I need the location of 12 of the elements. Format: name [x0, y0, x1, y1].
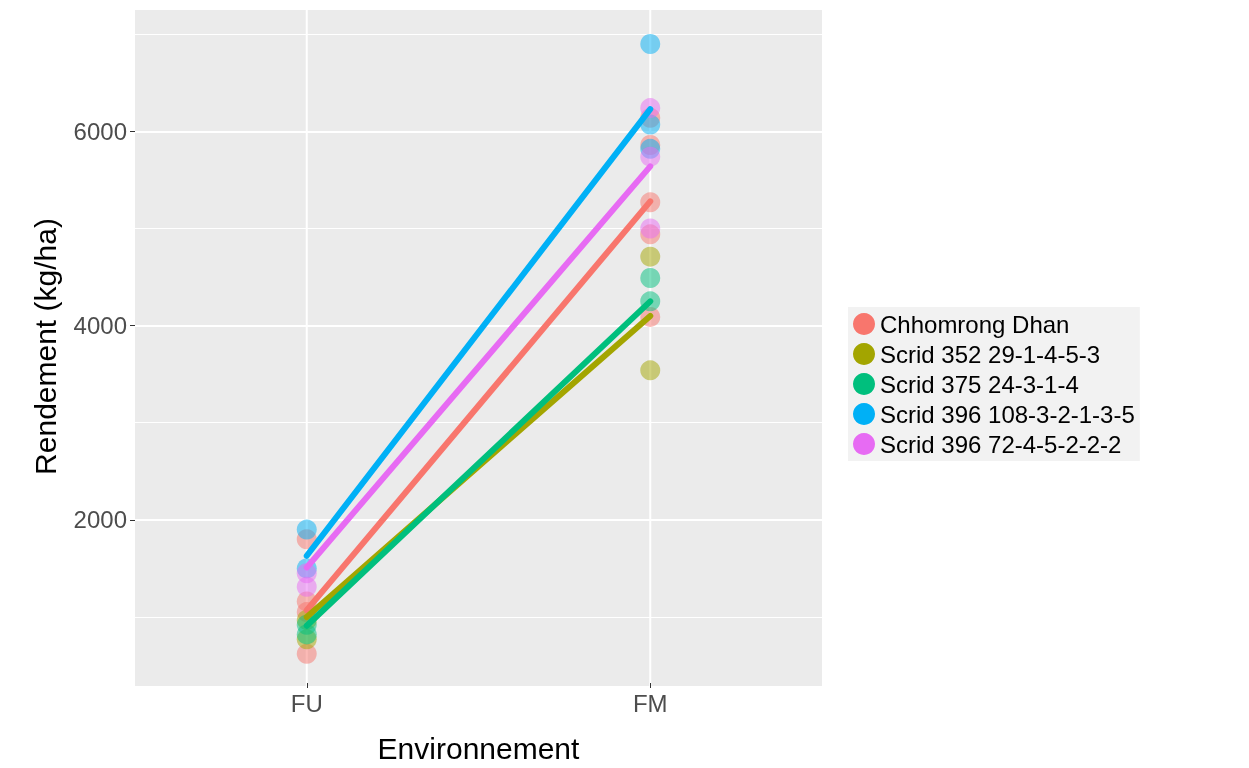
x-tick-label: FM — [632, 689, 668, 717]
y-axis-title: Rendement (kg/ha) — [28, 218, 62, 475]
legend-label: Chhomrong Dhan — [880, 310, 1070, 338]
y-tick-label: 4000 — [73, 312, 127, 340]
y-tick-label: 2000 — [73, 506, 127, 534]
legend-label: Scrid 396 72-4-5-2-2-2 — [880, 430, 1122, 458]
x-tick-label: FU — [290, 689, 323, 717]
legend-label: Scrid 375 24-3-1-4 — [880, 370, 1079, 398]
y-tick-label: 6000 — [73, 117, 127, 145]
legend-label: Scrid 352 29-1-4-5-3 — [880, 340, 1101, 368]
x-axis-title: Environnement — [377, 731, 581, 765]
legend-label: Scrid 396 108-3-2-1-3-5 — [880, 400, 1135, 428]
